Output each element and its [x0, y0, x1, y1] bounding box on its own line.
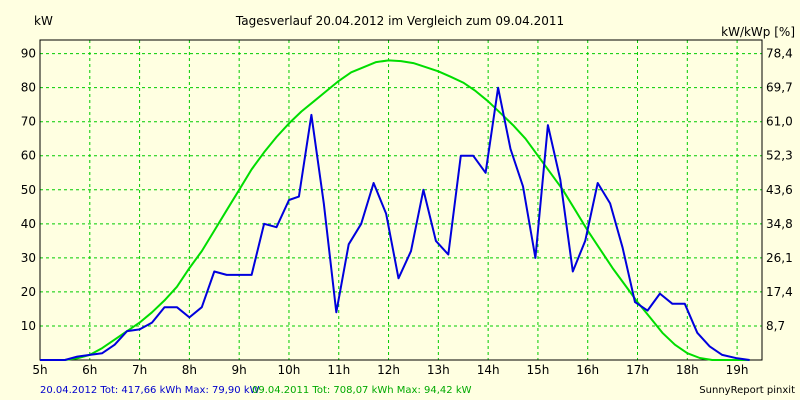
y-tick-label-left: 50: [21, 183, 36, 197]
x-tick-label: 7h: [132, 363, 147, 377]
y-axis-label-left: kW: [34, 14, 53, 28]
x-tick-label: 19h: [726, 363, 749, 377]
x-tick-label: 12h: [377, 363, 400, 377]
y-tick-label-left: 90: [21, 47, 36, 61]
y-tick-label-left: 80: [21, 81, 36, 95]
y-tick-label-right: 17,4: [766, 285, 793, 299]
plot-frame: [39, 39, 763, 361]
x-tick-label: 17h: [626, 363, 649, 377]
y-axis-ticks-right: 8,7 17,4 26,1 34,8 43,6 52,3 61,0 69,7 78,4: [766, 47, 793, 333]
x-tick-label: 18h: [676, 363, 699, 377]
y-tick-label-right: 61,0: [766, 115, 793, 129]
x-tick-label: 11h: [327, 363, 350, 377]
y-tick-label-right: 52,3: [766, 149, 793, 163]
y-tick-label-left: 10: [21, 319, 36, 333]
y-tick-label-right: 43,6: [766, 183, 793, 197]
x-tick-label: 13h: [427, 363, 450, 377]
footer-blue-summary: 20.04.2012 Tot: 417,66 kWh Max: 79,90 kW: [40, 385, 260, 396]
y-tick-label-left: 20: [21, 285, 36, 299]
x-tick-label: 9h: [232, 363, 247, 377]
series-lines: [40, 59, 750, 361]
y-tick-label-right: 69,7: [766, 81, 793, 95]
grid: [40, 40, 762, 360]
y-tick-label-right: 34,8: [766, 217, 793, 231]
y-tick-label-right: 26,1: [766, 251, 793, 265]
x-tick-label: 6h: [82, 363, 97, 377]
y-tick-label-left: 70: [21, 115, 36, 129]
footer-brand: SunnyReport pinxit: [699, 385, 795, 396]
series-line-0: [40, 59, 750, 361]
y-axis-ticks-left: 10 20 30 40 50 60 70 80 90: [21, 47, 36, 333]
y-tick-label-left: 40: [21, 217, 36, 231]
footer-green-summary: 09.04.2011 Tot: 708,07 kWh Max: 94,42 kW: [252, 385, 472, 396]
x-tick-label: 10h: [278, 363, 301, 377]
chart-title: Tagesverlauf 20.04.2012 im Vergleich zum…: [235, 14, 564, 28]
x-axis-ticks: 5h 6h 7h 8h 9h 10h 11h 12h 13h 14h 15h 16h 17h 18h 19h: [32, 363, 748, 377]
y-tick-label-right: 8,7: [766, 319, 785, 333]
x-tick-label: 5h: [32, 363, 47, 377]
y-tick-label-right: 78,4: [766, 47, 793, 61]
y-tick-label-left: 30: [21, 251, 36, 265]
y-tick-label-left: 60: [21, 149, 36, 163]
y-axis-label-right: kW/kWp [%]: [721, 25, 795, 39]
x-tick-label: 15h: [526, 363, 549, 377]
x-tick-label: 8h: [182, 363, 197, 377]
x-tick-label: 14h: [477, 363, 500, 377]
series-line-1: [40, 86, 750, 361]
x-tick-label: 16h: [576, 363, 599, 377]
